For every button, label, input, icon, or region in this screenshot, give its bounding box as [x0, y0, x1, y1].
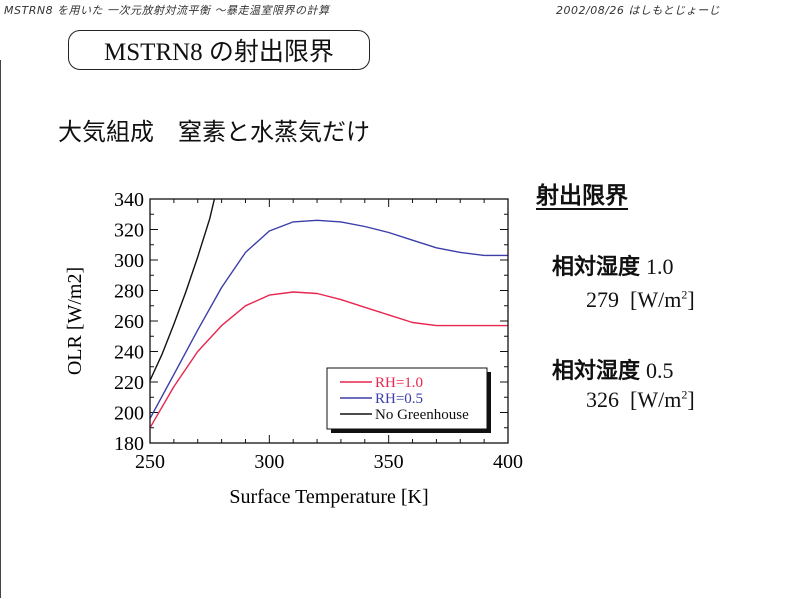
- limit-unit: [W/m2]: [630, 387, 695, 412]
- limit-unit: [W/m2]: [630, 287, 695, 312]
- condition-label-rh05: 相対湿度 0.5: [552, 353, 674, 385]
- rh-value: 1.0: [646, 254, 674, 279]
- plot-frame: [149, 198, 509, 444]
- slide-title: MSTRN8 の射出限界: [104, 39, 334, 66]
- emission-limit-value-rh05: 326 [W/m2]: [586, 387, 695, 413]
- x-tick-label: 250: [135, 451, 165, 473]
- series-lines: [149, 198, 508, 429]
- legend: RH=1.0RH=0.5No Greenhouse: [326, 367, 491, 433]
- slide-title-box: MSTRN8 の射出限界: [68, 30, 370, 70]
- y-tick-label: 340: [114, 189, 144, 211]
- header-note-right: 2002/08/26 はしもとじょーじ: [556, 4, 721, 17]
- x-tick-label: 300: [254, 451, 284, 473]
- x-tick-label: 400: [493, 451, 523, 473]
- rh-label: 相対湿度: [552, 359, 641, 384]
- tick-labels: 180 200 220 240 260 280 300 320 340 250 300 350 400: [114, 189, 523, 473]
- y-tick-label: 280: [114, 281, 144, 303]
- x-tick-label: 350: [374, 451, 404, 473]
- page-edge-rule: [0, 60, 1, 598]
- legend-label: No Greenhouse: [375, 407, 469, 423]
- series-line-2: [149, 198, 216, 381]
- series-line-0: [149, 291, 508, 429]
- y-tick-label: 320: [114, 220, 144, 242]
- slide-subtitle: 大気組成 窒素と水蒸気だけ: [58, 118, 370, 146]
- condition-label-rh1: 相対湿度 1.0: [552, 249, 674, 281]
- series-line-1: [149, 219, 508, 419]
- x-axis-label: Surface Temperature [K]: [229, 486, 428, 508]
- y-tick-label: 220: [114, 372, 144, 394]
- y-tick-label: 260: [114, 311, 144, 333]
- y-tick-label: 200: [114, 403, 144, 425]
- emission-limit-value-rh1: 279 [W/m2]: [586, 287, 695, 313]
- limit-number: 279: [586, 287, 619, 312]
- legend-label: RH=1.0: [375, 375, 423, 391]
- y-tick-label: 180: [114, 433, 144, 455]
- y-tick-label: 240: [114, 342, 144, 364]
- header-note-left: MSTRN8 を用いた 一次元放射対流平衡 〜暴走温室限界の計算: [4, 4, 330, 17]
- legend-label: RH=0.5: [375, 391, 423, 407]
- rh-label: 相対湿度: [552, 255, 641, 280]
- y-axis-label: OLR [W/m2]: [64, 267, 86, 375]
- y-tick-label: 300: [114, 250, 144, 272]
- rh-value: 0.5: [646, 358, 674, 383]
- limit-number: 326: [586, 387, 619, 412]
- emission-limit-heading: 射出限界: [536, 183, 628, 209]
